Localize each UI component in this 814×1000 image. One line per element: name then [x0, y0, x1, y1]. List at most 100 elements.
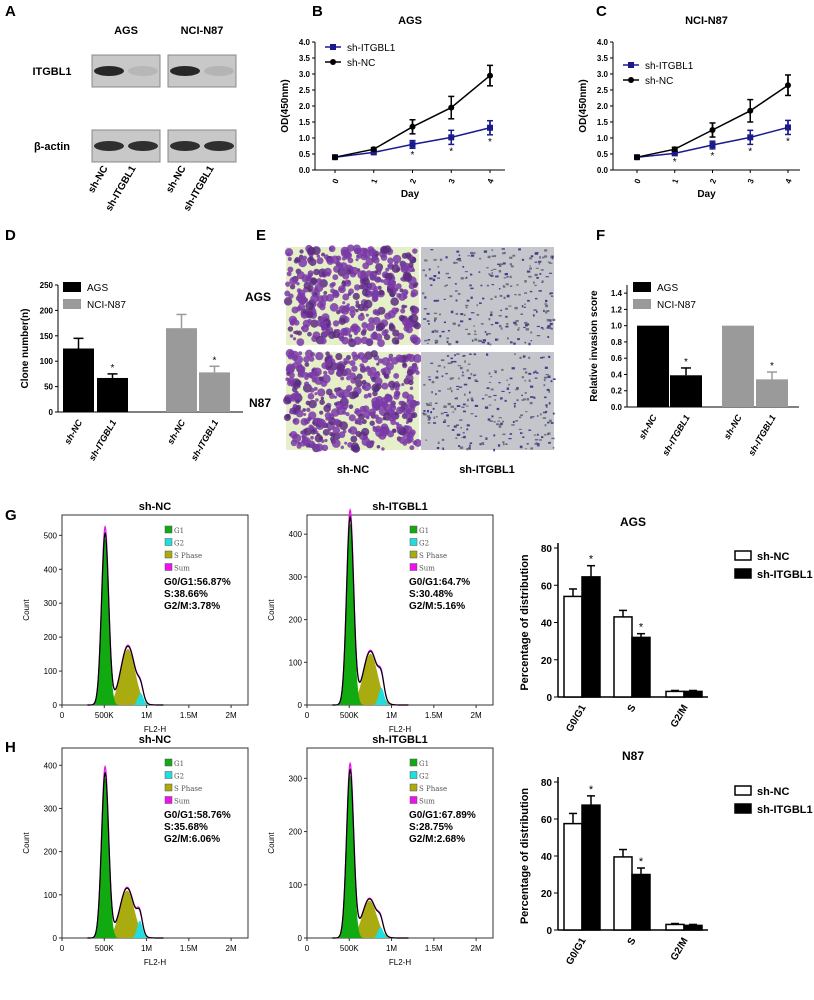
cell	[499, 397, 503, 400]
y-tick-label: 0.2	[611, 387, 623, 396]
cell	[535, 310, 538, 313]
cell	[458, 377, 460, 380]
cell	[548, 432, 551, 435]
cell	[497, 263, 500, 266]
legend-label: Sum	[174, 798, 190, 806]
y-tick-label: 150	[40, 332, 54, 341]
cell	[390, 297, 399, 306]
y-tick-label: 0.6	[611, 354, 623, 363]
cell	[357, 313, 365, 321]
cell	[515, 420, 518, 422]
blot-band	[204, 141, 234, 151]
cell	[325, 359, 332, 367]
cell	[375, 416, 383, 425]
cell	[352, 354, 359, 361]
cell	[548, 402, 551, 405]
cell	[345, 355, 351, 361]
image-background	[421, 352, 554, 450]
y-tick-label: 1.0	[299, 134, 311, 143]
s-phase-area	[108, 890, 151, 938]
cell	[408, 315, 414, 321]
cell	[435, 376, 439, 379]
cell	[505, 315, 508, 318]
cell	[339, 421, 348, 431]
cell	[489, 274, 493, 277]
cell	[514, 306, 518, 310]
cell	[463, 435, 466, 439]
legend-swatch	[164, 538, 173, 546]
bar-AGS-sh-ITGBL1	[97, 377, 128, 412]
cell	[498, 417, 502, 419]
cell	[287, 266, 294, 273]
cell	[428, 268, 431, 271]
cell	[524, 341, 527, 344]
cell	[529, 401, 533, 405]
legend-label: sh-ITGBL1	[757, 569, 813, 581]
x-tick-label: 1M	[141, 944, 152, 953]
cell	[343, 358, 348, 363]
cell	[343, 368, 352, 376]
cell	[315, 443, 324, 452]
cell	[482, 339, 487, 342]
legend-swatch	[409, 525, 418, 534]
cell	[383, 333, 391, 341]
cell	[470, 372, 473, 376]
cell	[461, 406, 465, 408]
cell	[367, 283, 372, 288]
cell	[349, 372, 356, 379]
data-point	[370, 149, 377, 156]
cell	[488, 381, 492, 383]
cell	[532, 314, 535, 317]
cell	[311, 377, 317, 383]
cell	[470, 296, 473, 299]
x-tick-label: 2	[408, 177, 418, 185]
chart-title: sh-NC	[139, 734, 171, 746]
bar-NCI-N87-sh-NC	[722, 325, 754, 407]
cell	[435, 402, 438, 404]
cell	[549, 419, 552, 422]
cell	[491, 272, 493, 274]
cell	[455, 437, 458, 440]
cell	[334, 402, 338, 406]
cell	[323, 404, 331, 413]
cell	[443, 419, 447, 421]
cell	[338, 431, 346, 439]
bar-sh-NC-G2/M	[665, 690, 685, 698]
cell	[548, 390, 551, 393]
bar-AGS-sh-ITGBL1	[670, 375, 702, 407]
cell	[340, 306, 350, 315]
cell	[543, 384, 546, 387]
cell	[336, 406, 345, 416]
cell	[503, 296, 506, 300]
cell	[545, 311, 548, 314]
data-point	[634, 154, 640, 161]
cell	[476, 304, 479, 307]
x-tick-label: 1.5M	[180, 711, 198, 720]
cell	[406, 399, 411, 404]
phase-percentage: G0/G1:64.7%	[409, 577, 470, 588]
cell	[487, 332, 491, 335]
cell	[513, 342, 516, 345]
cell	[502, 441, 505, 444]
legend-marker	[628, 62, 634, 68]
cell	[341, 336, 349, 345]
cell	[370, 332, 378, 340]
cell	[464, 277, 467, 279]
cell	[518, 293, 521, 296]
cell	[528, 372, 532, 375]
cell	[348, 334, 353, 338]
cell	[502, 420, 504, 423]
cell	[294, 256, 301, 263]
cell	[324, 267, 332, 276]
cell	[549, 293, 552, 295]
cell	[446, 414, 449, 417]
cell	[459, 366, 463, 370]
cell	[468, 391, 471, 394]
cell	[361, 356, 369, 364]
s-phase-area	[353, 653, 396, 705]
cell	[401, 304, 406, 309]
cell	[360, 330, 367, 336]
bar-sh-ITGBL1-G0/G1	[581, 804, 601, 931]
cell	[456, 388, 460, 390]
cell	[501, 368, 504, 371]
